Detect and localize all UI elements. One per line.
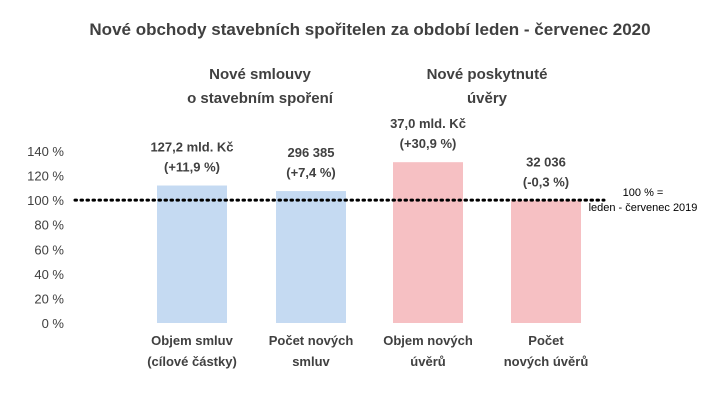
- chart-title: Nové obchody stavebních spořitelen za ob…: [89, 20, 650, 39]
- bar: [393, 162, 463, 323]
- bars: [157, 162, 581, 323]
- category-label: Počet nových: [269, 333, 354, 348]
- category-label: Objem smluv: [151, 333, 233, 348]
- data-label: (+11,9 %): [164, 160, 220, 175]
- category-label: Objem nových: [383, 333, 473, 348]
- data-label: 127,2 mld. Kč: [150, 140, 233, 155]
- category-label: nových úvěrů: [504, 354, 589, 369]
- bar: [511, 200, 581, 323]
- group-title-line: Nové poskytnuté: [427, 66, 548, 83]
- bar: [276, 191, 346, 323]
- category-label: (cílové částky): [147, 354, 237, 369]
- data-label: 296 385: [288, 145, 335, 160]
- category-label: úvěrů: [410, 354, 445, 369]
- y-tick-label: 60 %: [34, 242, 64, 257]
- data-label: (-0,3 %): [523, 175, 569, 190]
- reference-line-label: 100 % =: [623, 187, 664, 199]
- y-tick-label: 40 %: [34, 267, 64, 282]
- data-label: 37,0 mld. Kč: [390, 116, 466, 131]
- y-axis: 0 % 20 % 40 % 60 % 80 % 100 % 120 % 140 %: [27, 144, 64, 331]
- data-label: (+7,4 %): [286, 165, 336, 180]
- data-labels: 127,2 mld. Kč (+11,9 %) 296 385 (+7,4 %) 37,…: [150, 116, 569, 189]
- group-title-line: o stavebním spoření: [187, 90, 334, 107]
- bar: [157, 185, 227, 323]
- reference-line-group: 100 % = leden - červenec 2019: [73, 187, 698, 214]
- y-tick-label: 140 %: [27, 144, 64, 159]
- data-label: (+30,9 %): [400, 136, 457, 151]
- group-title-line: Nové smlouvy: [209, 66, 311, 83]
- group-titles: Nové smlouvy o stavebním spoření Nové posk…: [187, 66, 547, 107]
- y-tick-label: 100 %: [27, 193, 64, 208]
- data-label: 32 036: [526, 155, 566, 170]
- y-tick-label: 20 %: [34, 291, 64, 306]
- y-tick-label: 80 %: [34, 218, 64, 233]
- reference-line-label: leden - červenec 2019: [589, 202, 698, 214]
- y-tick-label: 0 %: [42, 316, 65, 331]
- category-label: smluv: [292, 354, 330, 369]
- y-tick-label: 120 %: [27, 169, 64, 184]
- group-title-line: úvěry: [467, 90, 508, 107]
- category-labels: Objem smluv (cílové částky) Počet nových sm…: [147, 333, 588, 369]
- category-label: Počet: [528, 333, 564, 348]
